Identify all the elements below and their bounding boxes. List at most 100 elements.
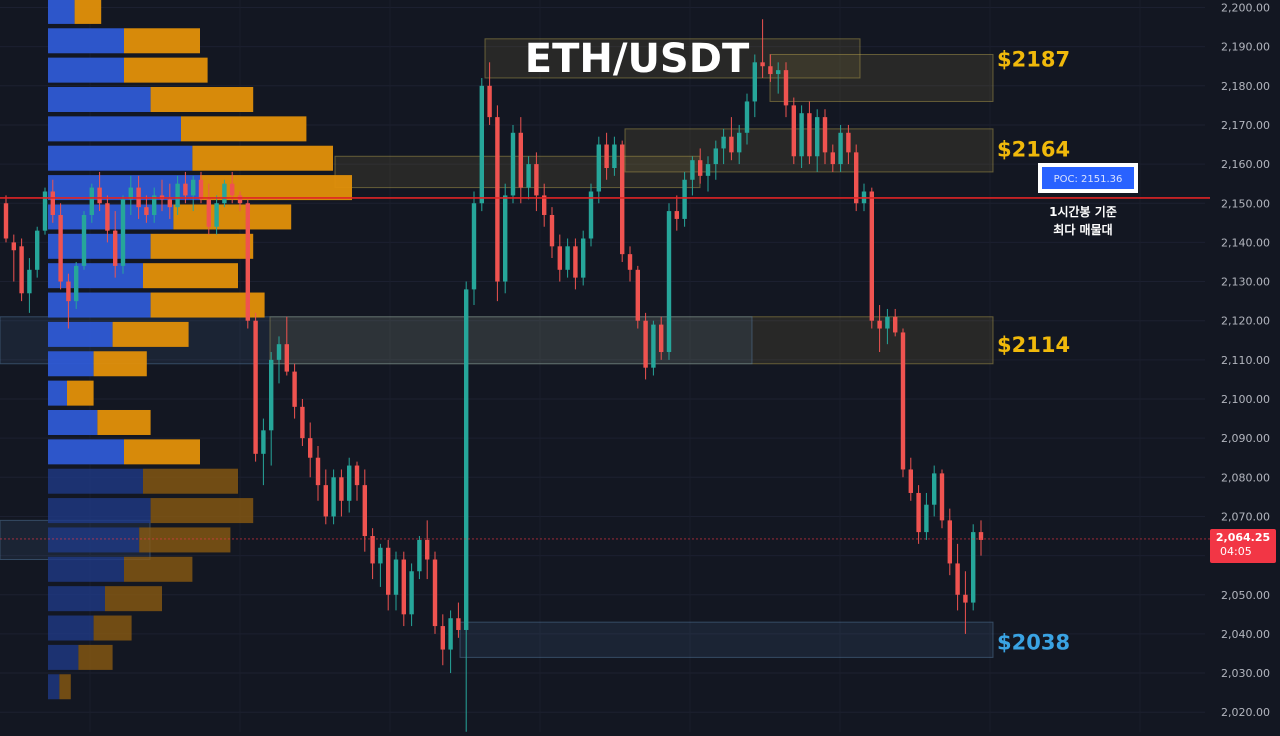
profile-buy-bar — [48, 116, 181, 142]
volume-profile — [48, 0, 352, 700]
candle-body — [565, 246, 570, 270]
candle-body — [464, 289, 469, 630]
candle-body — [908, 469, 913, 493]
candle-body — [518, 132, 523, 188]
price-tick-label: 2,190.00 — [1221, 41, 1270, 54]
candle-body — [440, 626, 445, 650]
candle-body — [495, 117, 500, 282]
candle-body — [893, 316, 898, 333]
candle-body — [705, 164, 711, 176]
profile-sell-bar — [74, 0, 102, 24]
price-tick-label: 2,200.00 — [1221, 2, 1270, 15]
profile-sell-bar — [181, 116, 307, 142]
candle-body — [487, 85, 492, 118]
candle-body — [869, 191, 874, 321]
price-axis[interactable]: 2,200.00 2,190.00 2,180.00 2,170.00 2,160.00… — [1221, 2, 1270, 720]
profile-sell-bar — [192, 145, 333, 171]
profile-buy-bar — [48, 556, 124, 582]
level-label: $2187 — [997, 47, 1070, 71]
profile-buy-bar — [48, 380, 67, 406]
profile-buy-bar — [48, 321, 113, 347]
candle-body — [105, 203, 110, 231]
candle-body — [19, 246, 24, 294]
candle-body — [916, 492, 921, 533]
candle-body — [744, 101, 750, 133]
candle-body — [315, 457, 321, 486]
profile-sell-bar — [93, 615, 132, 641]
candle-body — [510, 132, 516, 196]
candle-body — [924, 504, 929, 533]
level-label: $2164 — [997, 137, 1070, 161]
candle-body — [339, 477, 344, 501]
candlesticks — [3, 19, 984, 732]
candle-body — [503, 195, 508, 282]
candle-body — [417, 539, 422, 572]
candle-body — [698, 160, 703, 176]
candle-body — [651, 324, 656, 368]
candle-body — [627, 254, 633, 270]
candle-body — [370, 536, 375, 564]
current-price-tag: 2,064.25 04:05 — [1210, 528, 1276, 563]
candle-body — [978, 532, 984, 540]
profile-buy-bar — [48, 87, 151, 113]
candle-body — [721, 136, 726, 149]
price-tick-label: 2,110.00 — [1221, 354, 1270, 367]
profile-sell-bar — [124, 28, 200, 54]
candle-body — [846, 132, 851, 153]
candle-body — [198, 179, 204, 200]
candle-body — [932, 473, 937, 505]
profile-sell-bar — [112, 321, 189, 347]
candle-body — [573, 246, 578, 278]
candle-body — [760, 62, 765, 67]
poc-label: POC: 2151.36 — [1054, 174, 1123, 185]
candle-body — [74, 265, 79, 302]
candle-body — [729, 136, 734, 153]
candle-body — [674, 211, 679, 219]
candle-body — [425, 539, 430, 560]
candle-body — [643, 320, 648, 368]
profile-buy-bar — [48, 233, 151, 259]
price-tick-label: 2,090.00 — [1221, 432, 1270, 445]
resistance-zone — [334, 155, 701, 189]
candle-body — [27, 269, 32, 294]
price-tick-label: 2,130.00 — [1221, 276, 1270, 289]
profile-sell-bar — [150, 87, 254, 113]
candle-body — [253, 320, 258, 454]
candle-body — [448, 618, 453, 650]
candle-body — [737, 132, 742, 153]
profile-buy-bar — [48, 28, 124, 54]
candle-body — [432, 559, 438, 627]
candle-body — [604, 144, 609, 169]
candle-body — [183, 183, 188, 196]
candle-body — [581, 238, 586, 278]
candle-body — [50, 191, 55, 215]
candle-body — [354, 465, 360, 486]
resistance-zone — [484, 38, 861, 79]
candle-body — [783, 70, 789, 106]
support-zone — [459, 621, 994, 658]
profile-sell-bar — [143, 468, 238, 494]
candle-body — [191, 179, 196, 196]
candle-body — [542, 195, 547, 215]
candle-body — [35, 230, 40, 270]
price-tick-label: 2,100.00 — [1221, 393, 1270, 406]
candle-body — [713, 148, 718, 165]
profile-sell-bar — [97, 409, 151, 435]
candle-countdown: 04:05 — [1220, 545, 1252, 558]
profile-sell-bar — [150, 498, 254, 524]
candle-body — [58, 214, 63, 282]
candle-body — [955, 563, 960, 595]
candle-body — [175, 183, 180, 208]
profile-buy-bar — [48, 644, 79, 670]
candle-body — [791, 105, 796, 157]
candle-body — [401, 559, 406, 615]
profile-buy-bar — [48, 468, 143, 494]
level-label: $2038 — [997, 631, 1070, 655]
price-tick-label: 2,050.00 — [1221, 589, 1270, 602]
price-tick-label: 2,040.00 — [1221, 628, 1270, 641]
candle-body — [144, 207, 149, 215]
candle-body — [89, 187, 94, 215]
candle-body — [854, 152, 859, 204]
